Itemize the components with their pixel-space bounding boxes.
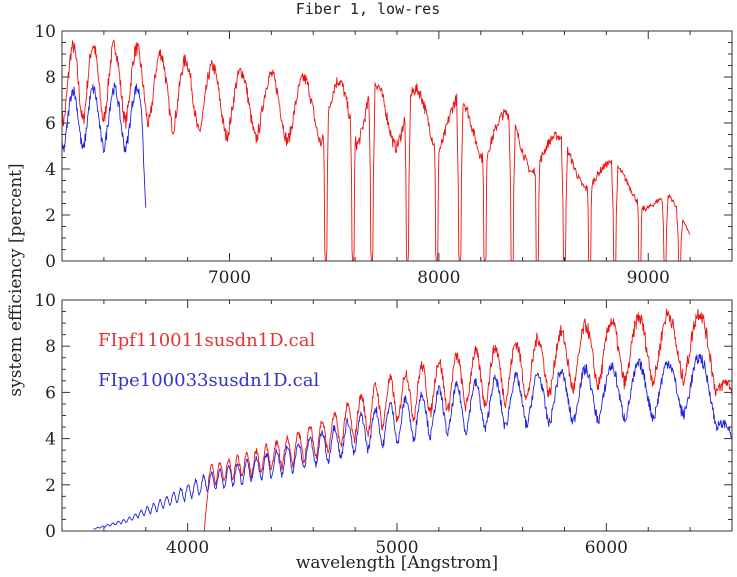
y-tick-label: 2 xyxy=(45,206,56,226)
y-tick-label: 10 xyxy=(34,291,56,311)
y-axis-label: system efficiency [percent] xyxy=(6,163,26,396)
top-series-group xyxy=(61,39,691,262)
y-tick-label: 2 xyxy=(45,476,56,496)
legend-entry-red: FIpf110011susdn1D.cal xyxy=(98,330,315,351)
y-tick-label: 0 xyxy=(45,522,56,542)
y-tick-label: 4 xyxy=(45,430,56,450)
x-tick-label: 6000 xyxy=(585,538,628,558)
y-tick-label: 4 xyxy=(45,160,56,180)
bottom-axis-ticks: 4000 5000 6000 0 2 4 6 8 10 xyxy=(34,291,733,558)
bottom-panel: 4000 5000 6000 0 2 4 6 8 10 FIpf110011susdn1D.ca… xyxy=(34,291,733,558)
x-tick-label: 7000 xyxy=(208,268,251,288)
x-axis-label: wavelength [Angstrom] xyxy=(296,553,498,573)
top-panel: 7000 8000 9000 0 2 4 6 8 10 xyxy=(34,22,733,288)
y-tick-label: 8 xyxy=(45,68,56,88)
y-tick-label: 0 xyxy=(45,252,56,272)
legend-entry-blue: FIpe100033susdn1D.cal xyxy=(98,370,319,391)
x-tick-label: 9000 xyxy=(627,268,670,288)
y-tick-label: 8 xyxy=(45,337,56,357)
y-tick-label: 6 xyxy=(45,383,56,403)
x-tick-label: 4000 xyxy=(166,538,209,558)
top-axis-ticks: 7000 8000 9000 0 2 4 6 8 10 xyxy=(34,22,733,288)
x-tick-label: 5000 xyxy=(375,538,418,558)
series-line-blue-top xyxy=(61,82,147,208)
series-line-blue-bottom xyxy=(93,353,733,530)
y-tick-label: 6 xyxy=(45,114,56,134)
y-tick-label: 10 xyxy=(34,22,56,42)
x-tick-label: 8000 xyxy=(417,268,460,288)
series-line-red-top xyxy=(61,39,691,262)
chart-title: Fiber 1, low-res xyxy=(296,0,441,18)
